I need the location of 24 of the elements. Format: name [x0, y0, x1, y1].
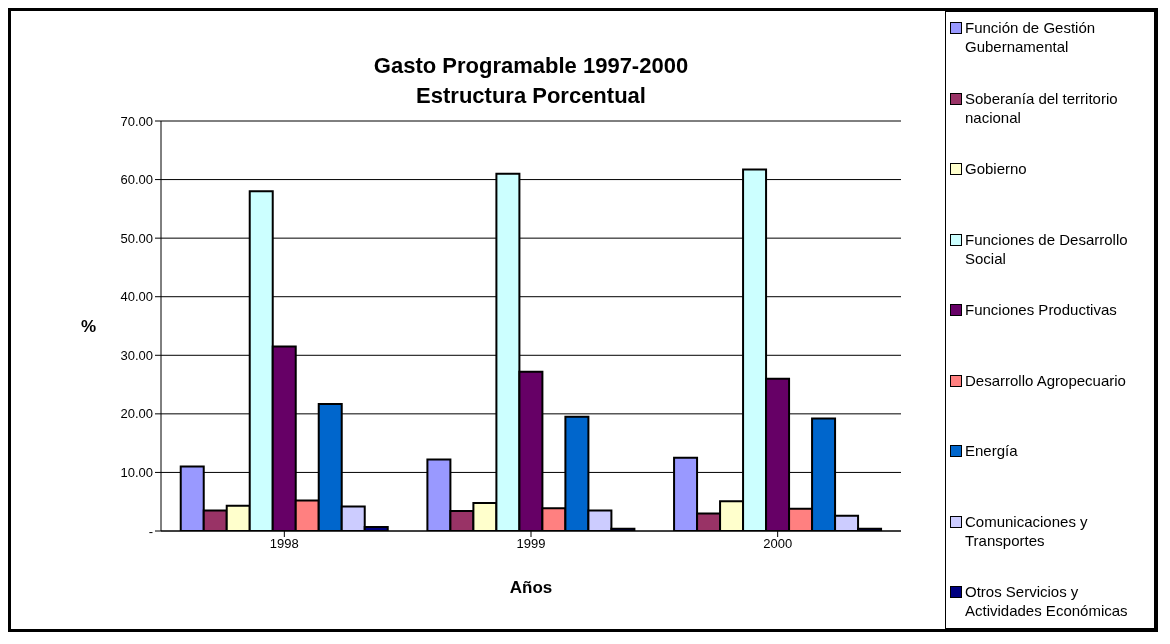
y-tick-label: 30.00 [120, 347, 153, 363]
chart-title: Gasto Programable 1997-2000 [372, 52, 690, 80]
legend-label: Gobierno [965, 159, 1027, 178]
legend-label: Energía [965, 441, 1018, 460]
legend-label: Soberanía del territorio nacional [965, 88, 1119, 127]
y-tick-label: 40.00 [120, 289, 153, 305]
y-tick-label: - [148, 523, 153, 539]
y-tick-label: 60.00 [120, 172, 153, 188]
legend-label: Funciones de Desarrollo Social [965, 229, 1129, 268]
y-tick-label: 10.00 [120, 465, 153, 481]
x-tick-label: 1999 [516, 536, 546, 552]
x-tick-label: 2000 [763, 536, 793, 552]
x-axis-title: Años [509, 578, 553, 597]
legend-label: Función de Gestión Gubernamental [965, 18, 1097, 56]
legend-label: Desarrollo Agropecuario [965, 370, 1126, 390]
x-tick-label: 1998 [269, 536, 299, 552]
legend-label: Comunicaciones y Transportes [965, 511, 1089, 550]
legend-label: Otros Servicios y Actividades Económicas [965, 582, 1129, 620]
y-axis-title: % [81, 317, 97, 337]
y-tick-label: 70.00 [120, 113, 153, 129]
chart-subtitle: Estructura Porcentual [415, 82, 647, 110]
y-tick-label: 50.00 [120, 230, 153, 246]
legend-label: Funciones Productivas [965, 300, 1117, 319]
y-tick-label: 20.00 [120, 406, 153, 422]
